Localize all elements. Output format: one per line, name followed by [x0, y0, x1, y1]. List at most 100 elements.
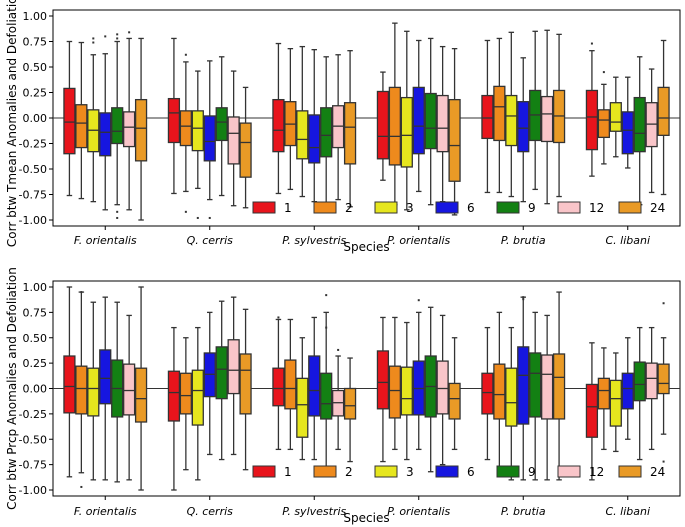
- box-body: [99, 349, 112, 405]
- box-2-2: [284, 318, 297, 451]
- box-body: [609, 102, 622, 132]
- box-6-2: [308, 316, 321, 461]
- legend-label: 12: [589, 465, 604, 479]
- box-body: [436, 94, 449, 153]
- x-tick-label: Q. cerris: [187, 234, 234, 247]
- box-9-3: [424, 306, 437, 473]
- box-body: [75, 365, 88, 415]
- box-3-3: [400, 321, 413, 461]
- legend-swatch: [618, 465, 642, 478]
- legend-item-12: 12: [557, 465, 604, 479]
- legend-label: 24: [650, 465, 665, 479]
- y-tick-label: 0.75: [23, 306, 48, 319]
- box-12-2: [332, 54, 345, 201]
- outlier-point: [116, 33, 119, 36]
- y-tick-label: -0.25: [19, 138, 47, 151]
- outlier-point: [522, 298, 525, 301]
- legend-item-12: 12: [557, 201, 604, 215]
- box-1-3: [376, 316, 390, 463]
- box-body: [552, 353, 566, 420]
- box-body: [179, 372, 192, 415]
- box-body: [203, 115, 216, 162]
- y-tick-label: -1.00: [19, 484, 47, 497]
- legend-swatch: [496, 201, 520, 214]
- box-body: [657, 363, 670, 395]
- box-3-1: [191, 70, 204, 190]
- legend-swatch: [374, 465, 398, 478]
- chart-temperature: 1.00 0.75 0.50 0.25 0.00 -0.25 -0.50 -0.75 -1.00…: [5, 0, 681, 254]
- chart-precipitation: 1.00 0.75 0.50 0.25 0.00 -0.25 -0.50 -0.75 -1.00…: [5, 267, 681, 525]
- box-24-5: [657, 39, 670, 196]
- box-body: [87, 367, 100, 417]
- legend-item-9: 9: [496, 201, 536, 215]
- x-tick-label: P. sylvestris: [282, 234, 346, 247]
- box-6-0: [99, 296, 112, 481]
- box-1-2: [272, 42, 285, 195]
- box-body: [111, 107, 124, 145]
- box-2-5: [597, 83, 610, 165]
- box-body: [621, 111, 634, 155]
- box-body: [227, 339, 240, 395]
- box-body: [481, 372, 494, 415]
- box-9-4: [529, 30, 542, 191]
- outlier-point: [184, 210, 187, 213]
- legend-swatch: [374, 201, 398, 214]
- box-body: [320, 372, 333, 420]
- outlier-point: [417, 299, 420, 302]
- x-tick-label: P. brutia: [501, 505, 546, 518]
- box-9-1: [215, 56, 228, 197]
- box-body: [272, 367, 285, 407]
- legend-item-6: 6: [435, 465, 475, 479]
- box-body: [388, 365, 401, 419]
- box-body: [436, 360, 449, 415]
- box-body: [412, 86, 425, 155]
- box-6-1: [203, 60, 216, 201]
- y-tick-label: 0.50: [23, 332, 48, 345]
- outlier-point: [80, 291, 83, 294]
- box-2-5: [597, 347, 610, 451]
- box-2-4: [493, 37, 506, 194]
- box-24-2: [343, 50, 357, 208]
- box-body: [191, 110, 204, 152]
- box-body: [400, 366, 413, 416]
- box-body: [388, 86, 401, 166]
- x-axis-title: Species: [343, 240, 389, 254]
- box-body: [272, 98, 285, 153]
- box-1-4: [481, 39, 494, 194]
- legend-item-2: 2: [313, 465, 353, 479]
- x-tick-label: F. orientalis: [74, 234, 137, 247]
- box-12-4: [541, 314, 554, 481]
- box-24-0: [134, 286, 148, 491]
- outlier-point: [196, 216, 199, 219]
- outlier-point: [116, 216, 119, 219]
- box-6-5: [621, 337, 634, 440]
- box-body: [227, 116, 240, 165]
- legend-swatch: [557, 465, 581, 478]
- outlier-point: [602, 71, 605, 74]
- box-1-1: [167, 37, 181, 195]
- legend: 1 2 3 6 9 12 24: [252, 201, 665, 215]
- box-2-4: [493, 311, 506, 473]
- box-2-1: [179, 61, 192, 193]
- box-body: [320, 107, 333, 158]
- box-body: [529, 352, 542, 418]
- box-body: [541, 354, 554, 420]
- box-body: [191, 369, 204, 426]
- box-24-2: [343, 357, 357, 463]
- legend-item-3: 3: [374, 201, 414, 215]
- box-body: [481, 94, 494, 140]
- legend-swatch: [496, 465, 520, 478]
- box-1-0: [63, 286, 76, 478]
- box-1-5: [585, 342, 599, 481]
- outlier-point: [128, 31, 131, 34]
- y-axis-title: Corr btw Prcp Anomalies and Defoliation: [5, 267, 19, 510]
- box-body: [296, 377, 309, 438]
- y-tick-label: -0.25: [19, 408, 47, 421]
- box-body: [284, 359, 297, 410]
- legend-label: 6: [467, 201, 475, 215]
- box-3-4: [505, 31, 518, 198]
- box-24-1: [239, 308, 252, 471]
- box-3-4: [505, 326, 518, 481]
- box-9-2: [320, 311, 333, 473]
